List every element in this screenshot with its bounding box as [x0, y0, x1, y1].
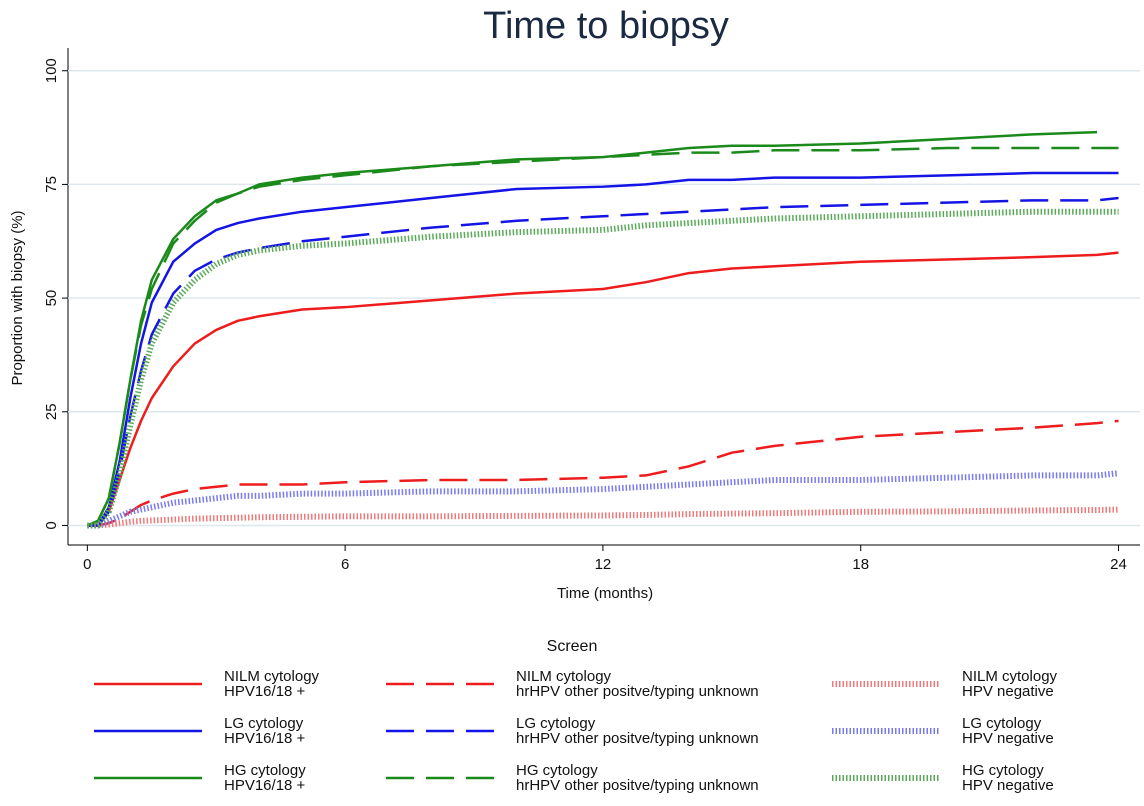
legend-label: LG cytology HPV16/18 + [224, 714, 306, 747]
y-tick-label: 25 [43, 403, 60, 420]
legend-label: LG cytology hrHPV other positve/typing u… [516, 714, 759, 747]
chart-title: Time to biopsy [483, 5, 729, 47]
series-line [87, 171, 1119, 527]
legend-key [94, 776, 202, 779]
legend-key [832, 727, 940, 734]
x-tick-label: 18 [852, 556, 869, 573]
series-line [87, 251, 1119, 527]
x-tick-label: 0 [83, 556, 91, 573]
x-tick-label: 6 [341, 556, 349, 573]
legend-label: NILM cytology hrHPV other positve/typing… [516, 667, 759, 700]
y-axis-label: Proportion with biopsy (%) [9, 210, 26, 385]
legend-label: HG cytology hrHPV other positve/typing u… [516, 761, 759, 794]
legend-title: Screen [546, 638, 598, 655]
legend-label: NILM cytology HPV negative [962, 667, 1058, 700]
series-line [87, 196, 1119, 527]
y-tick-label: 0 [43, 521, 60, 529]
legend-item: NILM cytology hrHPV other positve/typing… [384, 660, 830, 707]
legend-label: HG cytology HPV16/18 + [224, 761, 306, 794]
chart: Time to biopsy Time (months) Proportion … [9, 5, 1140, 602]
legend-item: HG cytology hrHPV other positve/typing u… [384, 754, 830, 801]
legend-label: LG cytology HPV negative [962, 714, 1054, 747]
x-axis-label: Time (months) [557, 585, 653, 602]
legend-item: LG cytology HPV16/18 + [92, 707, 384, 754]
legend-key [832, 680, 940, 687]
legend-key [386, 729, 494, 732]
legend-item: NILM cytology HPV16/18 + [92, 660, 384, 707]
legend-key [94, 729, 202, 732]
series-line [86, 146, 1119, 527]
legend-key [386, 682, 494, 685]
series-line [87, 470, 1119, 529]
y-tick-label: 75 [43, 176, 60, 193]
legend-key [94, 682, 202, 685]
series-line [87, 506, 1119, 529]
legend-item: HG cytology HPV16/18 + [92, 754, 384, 801]
legend-item: NILM cytology HPV negative [830, 660, 1130, 707]
legend-item: HG cytology HPV negative [830, 754, 1130, 801]
x-tick-label: 24 [1110, 556, 1127, 573]
y-tick-label: 50 [43, 290, 60, 307]
legend-label: NILM cytology HPV16/18 + [224, 667, 320, 700]
y-tick-label: 100 [43, 58, 60, 83]
legend-key [386, 776, 494, 779]
series-line [86, 130, 1098, 527]
legend-item: LG cytology HPV negative [830, 707, 1130, 754]
legend-item: LG cytology hrHPV other positve/typing u… [384, 707, 830, 754]
series-line [87, 419, 1119, 527]
legend-key [832, 774, 940, 781]
x-tick-label: 12 [595, 556, 612, 573]
legend: NILM cytology HPV16/18 + LG cytology HPV1… [92, 660, 1130, 801]
legend-label: HG cytology HPV negative [962, 761, 1054, 794]
